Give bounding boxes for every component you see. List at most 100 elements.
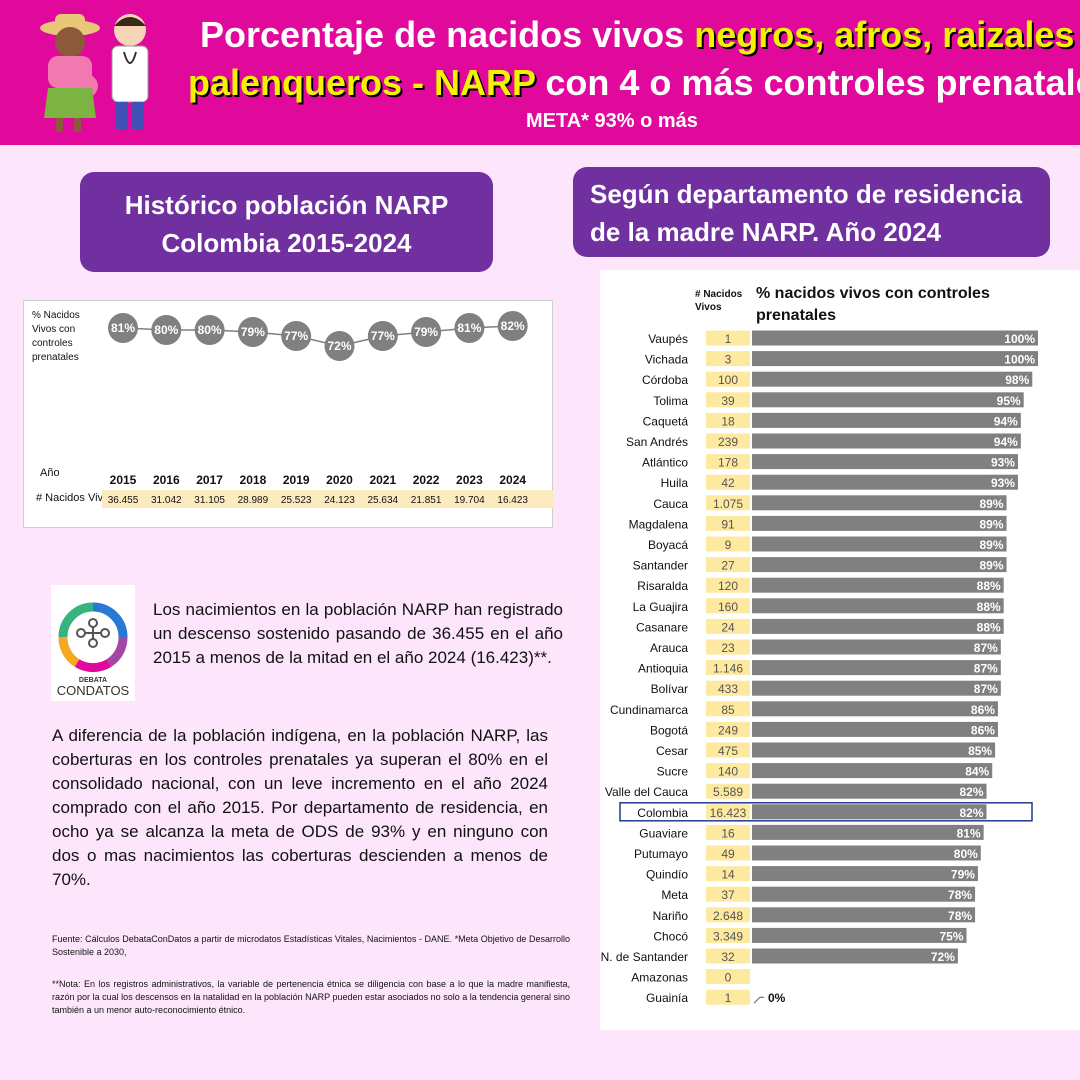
zero-leader-line [753,996,764,1004]
percent-label: 86% [971,703,995,717]
percent-bar [752,412,1021,428]
department-label: Vaupés [648,332,688,346]
births-cell [706,948,750,964]
paragraph-coverage: A diferencia de la población indígena, e… [52,726,548,889]
percent-label: 85% [968,744,992,758]
year-tick-label: 2021 [369,473,396,487]
births-cell [706,907,750,923]
percent-bar [752,721,998,737]
historic-point-label: 82% [501,319,525,333]
colombia-highlight-box [619,802,1033,822]
title-highlight-2: palenqueros - NARP [188,62,536,103]
percent-bar [752,639,1001,655]
year-row-label: Año [40,467,60,479]
historic-point [367,321,398,351]
births-cell [706,989,750,1005]
births-value: 19.704 [454,495,485,506]
year-tick-label: 2017 [196,473,223,487]
department-label: Tolima [653,394,688,408]
births-value: 160 [718,600,738,614]
percent-label: 88% [977,600,1001,614]
historic-y-label: % Nacidos Vivos con controles prenatales [32,310,80,363]
percent-column-header: % nacidos vivos con controles prenatales [756,285,990,324]
historic-point [497,311,528,341]
percent-label: 82% [959,785,983,799]
percent-label: 100% [1004,332,1035,346]
births-value: 16.423 [710,806,747,820]
historic-point-label: 81% [457,321,481,335]
births-cell [706,371,750,387]
year-tick-label: 2019 [283,473,310,487]
births-cell [706,536,750,552]
historic-point-label: 79% [241,325,265,339]
births-value: 178 [718,456,738,470]
births-cell [706,351,750,367]
logo-text-1: DEBATA [79,677,107,684]
percent-bar [752,433,1021,449]
department-label: Bolívar [651,682,688,696]
births-value: 16 [721,826,735,840]
births-value: 49 [721,847,735,861]
percent-bar [752,845,981,861]
historic-point [411,317,442,347]
percent-bar [752,866,978,882]
births-value: 475 [718,744,738,758]
births-value: 5.589 [713,785,743,799]
department-label: Vichada [645,353,688,367]
historic-line [122,325,513,347]
header-banner: Porcentaje de nacidos vivos negros, afro… [0,0,1080,145]
percent-label: 72% [931,950,955,964]
department-label: Bogotá [650,723,688,737]
year-tick-label: 2020 [326,473,353,487]
percent-label: 98% [1005,373,1029,387]
historic-point-label: 77% [371,329,395,343]
percent-bar [752,598,1004,614]
percent-bar [752,495,1007,511]
department-label: Córdoba [642,373,688,387]
percent-bar [752,515,1007,531]
department-label: Atlántico [642,456,688,470]
births-cell [706,660,750,676]
births-value: 31.042 [151,495,182,506]
births-cell [706,969,750,985]
births-cell [706,598,750,614]
percent-label: 93% [991,456,1015,470]
percent-bar [752,680,1001,696]
births-value: 91 [721,517,735,531]
births-value: 1 [725,332,732,346]
department-section-title: Según departamento de residencia de la ma… [573,167,1050,257]
percent-label: 94% [994,414,1018,428]
births-value: 2.648 [713,909,743,923]
percent-label: 100% [1004,353,1035,367]
births-value: 1.146 [713,662,743,676]
department-label: Cundinamarca [610,703,688,717]
births-cell [706,824,750,840]
births-cell [706,515,750,531]
percent-label: 89% [980,497,1004,511]
births-value: 249 [718,723,738,737]
percent-label: 75% [939,929,963,943]
goal-text: META* 93% o más [526,110,698,132]
births-cell [706,886,750,902]
historic-point [281,321,312,351]
percent-label: 94% [994,435,1018,449]
percent-bar [752,804,987,820]
department-label: Valle del Cauca [605,785,688,799]
year-tick-label: 2018 [240,473,267,487]
year-tick-label: 2024 [499,473,526,487]
births-value: 42 [721,476,735,490]
births-cell [706,433,750,449]
department-label: Boyacá [648,538,688,552]
percent-bar [752,907,976,923]
percent-bar [752,701,998,717]
percent-label: 87% [974,662,998,676]
percent-label: 89% [980,538,1004,552]
births-value: 18 [721,414,735,428]
title-line-2: palenqueros - NARP con 4 o más controles… [188,62,1080,103]
births-value: 16.423 [497,495,528,506]
births-value: 0 [725,971,732,985]
births-value: 9 [725,538,732,552]
historic-point [194,315,225,345]
percent-bar [752,474,1018,490]
department-label: Cauca [653,497,688,511]
